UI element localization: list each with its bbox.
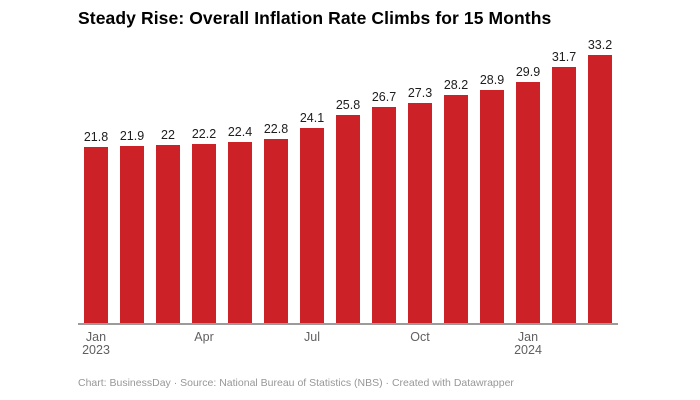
- x-axis-tick-label: Jul: [304, 330, 320, 344]
- bar: [480, 90, 504, 323]
- bar-value-label: 26.7: [371, 90, 397, 104]
- bar: [372, 107, 396, 323]
- bar: [192, 144, 216, 323]
- bar-group: 27.3: [402, 86, 438, 323]
- bar-group: 26.7: [366, 90, 402, 323]
- bar-value-label: 28.2: [443, 78, 469, 92]
- bar: [300, 128, 324, 323]
- bar: [156, 145, 180, 323]
- bar-group: 24.1: [294, 111, 330, 323]
- bar-group: 22.4: [222, 125, 258, 323]
- bar-value-label: 33.2: [587, 38, 613, 52]
- bar-group: 33.2: [582, 38, 618, 323]
- bar-value-label: 22.8: [263, 122, 289, 136]
- bar-group: 22.2: [186, 127, 222, 323]
- bar: [444, 95, 468, 323]
- bar: [264, 139, 288, 323]
- bar-group: 22.8: [258, 122, 294, 323]
- bar: [228, 142, 252, 323]
- bar-value-label: 24.1: [299, 111, 325, 125]
- bar-value-label: 25.8: [335, 98, 361, 112]
- bar-value-label: 22: [161, 128, 175, 142]
- bar-group: 29.9: [510, 65, 546, 323]
- footer-credit: Chart: BusinessDay · Source: National Bu…: [78, 377, 514, 389]
- bar-group: 22: [150, 128, 186, 323]
- x-axis-tick-label: Jan 2023: [82, 330, 110, 357]
- bar-value-label: 22.4: [227, 125, 253, 139]
- bar-group: 31.7: [546, 50, 582, 323]
- bar: [552, 67, 576, 323]
- bar-group: 21.9: [114, 129, 150, 323]
- bar-chart-plot-area: 21.8 21.9 22 22.2 22.4 22.8 24.1 25.8 26.7 27.3 28…: [78, 38, 618, 325]
- bar-value-label: 31.7: [551, 50, 577, 64]
- bar: [588, 55, 612, 323]
- bar: [84, 147, 108, 323]
- x-axis-tick-label: Jan 2024: [514, 330, 542, 357]
- x-axis-tick-label: Oct: [410, 330, 430, 344]
- x-axis-tick-label: Apr: [194, 330, 214, 344]
- bar: [516, 82, 540, 323]
- bar-value-label: 27.3: [407, 86, 433, 100]
- bar-group: 21.8: [78, 130, 114, 323]
- chart-title: Steady Rise: Overall Inflation Rate Clim…: [78, 8, 552, 28]
- bar-value-label: 28.9: [479, 73, 505, 87]
- bar: [408, 103, 432, 323]
- bar-group: 28.2: [438, 78, 474, 323]
- bar: [120, 146, 144, 323]
- bar-group: 28.9: [474, 73, 510, 323]
- bar-value-label: 22.2: [191, 127, 217, 141]
- bar-value-label: 29.9: [515, 65, 541, 79]
- bar-value-label: 21.8: [83, 130, 109, 144]
- x-axis: Jan 2023 Apr Jul Oct Jan 2024: [78, 331, 618, 361]
- bar-group: 25.8: [330, 98, 366, 323]
- bar-value-label: 21.9: [119, 129, 145, 143]
- bar: [336, 115, 360, 323]
